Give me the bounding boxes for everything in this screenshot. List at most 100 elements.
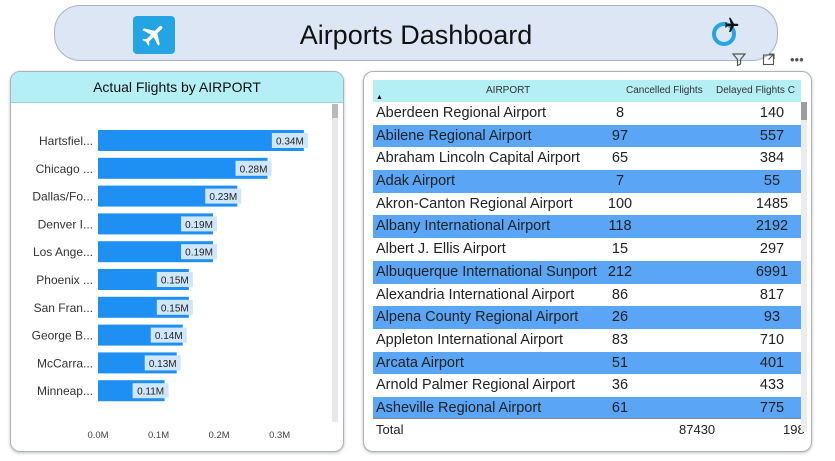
cancelled-flights-cell: 36: [611, 377, 629, 394]
table-body: Aberdeen Regional Airport 8 140 Abilene Reg…: [373, 102, 801, 418]
airport-name-cell: Arcata Airport: [376, 354, 464, 371]
table-row[interactable]: Albany International Airport 118 2192: [373, 215, 801, 239]
category-label: Hartsfiel...: [39, 134, 93, 148]
cancelled-flights-cell: 100: [607, 195, 633, 212]
delayed-flights-cell: 557: [759, 127, 785, 144]
data-label-background: [150, 327, 187, 343]
category-label: Chicago ...: [36, 162, 93, 176]
x-tick-label: 0.0M: [87, 430, 108, 441]
airport-name-cell: Abraham Lincoln Capital Airport: [376, 150, 580, 167]
total-delayed: 198: [783, 422, 805, 437]
cancelled-flights-cell: 61: [611, 399, 629, 416]
data-label: 0.11M: [137, 387, 164, 398]
bar[interactable]: [98, 130, 304, 151]
total-label: Total: [376, 422, 404, 437]
cancelled-flights-cell: 51: [611, 354, 629, 371]
focus-mode-icon[interactable]: [762, 50, 776, 68]
delayed-flights-cell: 384: [759, 150, 785, 167]
category-label: San Fran...: [34, 301, 93, 315]
chart-scrollbar-thumb[interactable]: [332, 104, 338, 118]
column-header-delayed[interactable]: Delayed Flights C: [716, 85, 795, 96]
data-label-background: [181, 216, 218, 232]
airport-name-cell: Aberdeen Regional Airport: [376, 105, 547, 121]
table-row[interactable]: Alpena County Regional Airport 26 93: [373, 306, 801, 329]
table-scrollbar[interactable]: [801, 102, 807, 432]
table-row[interactable]: Arnold Palmer Regional Airport 36 433: [373, 374, 801, 397]
delayed-flights-cell: 93: [763, 309, 781, 326]
data-label: 0.34M: [276, 137, 304, 148]
data-label-background: [144, 355, 181, 371]
delayed-flights-cell: 55: [763, 173, 781, 190]
bar[interactable]: [98, 157, 268, 179]
table-row[interactable]: Arcata Airport 51 401: [373, 351, 801, 375]
cancelled-flights-cell: 15: [611, 241, 629, 258]
data-label: 0.19M: [185, 248, 213, 259]
table-row[interactable]: Albuquerque International Sunport 212 6991: [373, 260, 801, 284]
more-options-icon[interactable]: •••: [790, 51, 804, 67]
data-label: 0.28M: [240, 164, 268, 175]
data-label: 0.15M: [161, 303, 189, 314]
airport-name-cell: Appleton International Airport: [376, 331, 564, 348]
table-row[interactable]: Akron-Canton Regional Airport 100 1485: [373, 193, 801, 216]
category-label: Phoenix ...: [36, 273, 93, 287]
cancelled-flights-cell: 65: [611, 150, 629, 167]
category-label: Los Ange...: [33, 245, 93, 259]
category-label: Dallas/Fo...: [32, 190, 93, 204]
table-total-row: Total 87430 198: [373, 418, 805, 439]
delayed-flights-cell: 433: [759, 377, 785, 394]
delayed-flights-cell: 140: [759, 105, 785, 121]
bar[interactable]: [98, 185, 238, 207]
table-header: AIRPORT Cancelled Flights Delayed Flight…: [373, 80, 801, 102]
cancelled-flights-cell: 97: [611, 127, 629, 144]
data-label: 0.13M: [149, 359, 177, 370]
data-label-background: [235, 160, 272, 176]
data-label: 0.14M: [155, 331, 183, 342]
airports-table-card: AIRPORT Cancelled Flights Delayed Flight…: [363, 71, 812, 452]
category-label: George B...: [32, 329, 93, 343]
table-row[interactable]: Aberdeen Regional Airport 8 140: [373, 102, 801, 125]
chart-title: Actual Flights by AIRPORT: [11, 72, 343, 103]
cancelled-flights-cell: 8: [615, 105, 625, 121]
data-label: 0.23M: [209, 192, 237, 203]
table-scrollbar-thumb[interactable]: [801, 102, 807, 120]
dashboard-title: Airports Dashboard: [299, 20, 533, 50]
table-row[interactable]: Abilene Regional Airport 97 557: [373, 124, 801, 148]
airport-name-cell: Abilene Regional Airport: [376, 127, 532, 144]
data-label-background: [205, 188, 242, 204]
delayed-flights-cell: 817: [759, 286, 785, 303]
airport-name-cell: Albany International Airport: [376, 218, 551, 235]
airport-name-cell: Adak Airport: [376, 173, 455, 190]
category-label: Minneap...: [37, 384, 93, 398]
airport-name-cell: Albert J. Ellis Airport: [376, 241, 506, 258]
delayed-flights-cell: 775: [759, 399, 785, 416]
data-label-background: [271, 133, 308, 148]
data-label-background: [156, 272, 193, 287]
airplane-icon: [133, 16, 175, 54]
column-header-airport[interactable]: AIRPORT: [486, 85, 531, 96]
delayed-flights-cell: 401: [759, 354, 785, 371]
airport-name-cell: Albuquerque International Sunport: [376, 263, 597, 280]
airplane-circle-icon: [709, 16, 745, 50]
table-row[interactable]: Alexandria International Airport 86 817: [373, 284, 801, 307]
table-row[interactable]: Appleton International Airport 83 710: [373, 329, 801, 352]
table-row[interactable]: Adak Airport 7 55: [373, 170, 801, 193]
data-label-background: [156, 299, 193, 315]
filter-icon[interactable]: [732, 50, 746, 68]
cancelled-flights-cell: 26: [611, 309, 629, 326]
delayed-flights-cell: 710: [759, 331, 785, 348]
cancelled-flights-cell: 86: [611, 286, 629, 303]
airport-name-cell: Alpena County Regional Airport: [376, 309, 579, 326]
airport-name-cell: Alexandria International Airport: [376, 286, 575, 303]
cancelled-flights-cell: 7: [615, 173, 625, 190]
table-row[interactable]: Albert J. Ellis Airport 15 297: [373, 238, 801, 261]
category-label: McCarra...: [37, 356, 93, 370]
table-row[interactable]: Abraham Lincoln Capital Airport 65 384: [373, 147, 801, 170]
category-label: Denver I...: [38, 217, 93, 231]
airport-name-cell: Asheville Regional Airport: [376, 399, 542, 416]
chart-scrollbar[interactable]: [332, 104, 338, 422]
sort-ascending-icon[interactable]: ▲: [376, 94, 383, 101]
column-header-cancelled[interactable]: Cancelled Flights: [626, 85, 703, 96]
delayed-flights-cell: 6991: [755, 263, 789, 280]
airport-name-cell: Arnold Palmer Regional Airport: [376, 377, 576, 394]
table-row[interactable]: Asheville Regional Airport 61 775: [373, 396, 801, 418]
